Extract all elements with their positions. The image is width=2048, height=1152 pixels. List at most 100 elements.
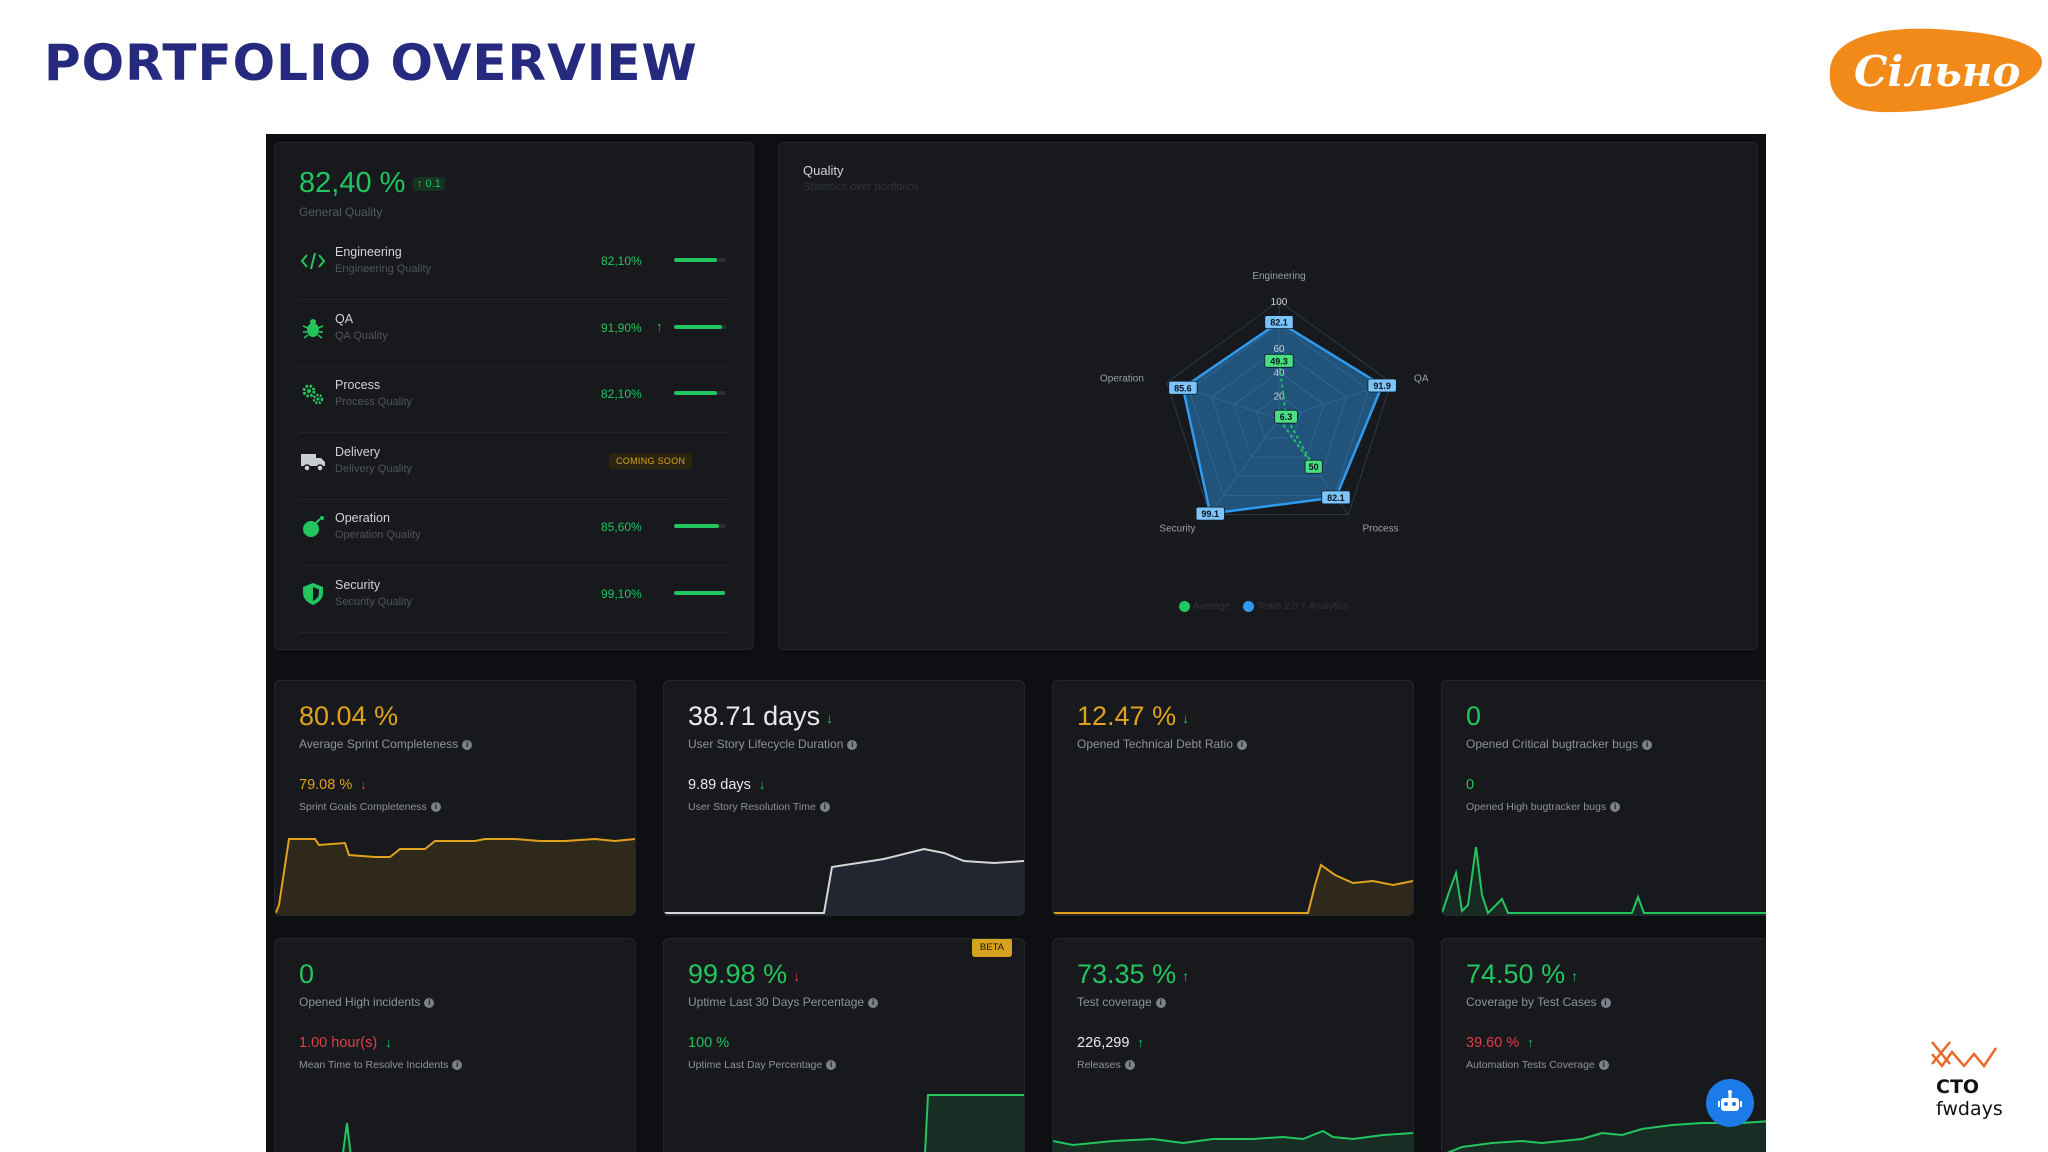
quality-row-subtitle: QA Quality — [335, 329, 388, 342]
radar-title: Quality — [803, 163, 844, 178]
sparkline-area — [275, 839, 635, 915]
metric-value-unit: days — [755, 701, 821, 731]
trend-down-icon: ↓ — [758, 777, 766, 792]
metric-sub-value: 0 — [1466, 777, 1474, 793]
robot-icon — [1718, 1090, 1742, 1111]
metric-sub-label: User Story Resolution Time i — [688, 801, 830, 813]
cto-fwdays-logo — [1931, 1041, 1998, 1069]
trend-up-icon: ↑ — [1137, 1035, 1144, 1050]
slide-title: PORTFOLIO OVERVIEW — [44, 34, 698, 92]
quality-progress-bar — [674, 590, 726, 595]
radar-data-label-average: 50 — [1309, 462, 1319, 472]
sparkline-line — [342, 1122, 352, 1152]
radar-tick-label: 60 — [1273, 344, 1285, 355]
info-icon[interactable]: i — [1598, 1060, 1609, 1071]
trend-up-icon: ↑ — [1182, 967, 1190, 984]
metric-card[interactable]: 99.98 % ↓ Uptime Last 30 Days Percentage i 1… — [663, 938, 1025, 1152]
radar-axis-label: QA — [1414, 374, 1429, 385]
info-icon[interactable]: i — [430, 802, 441, 813]
quality-row-qa[interactable]: QA QA Quality 91,90% ↑ — [299, 300, 729, 367]
legend-item-team[interactable]: Team 2.0 + Analytics — [1242, 601, 1349, 612]
metric-label-text: Average Sprint Completeness — [299, 737, 459, 751]
metric-value-number: 99.98 — [688, 959, 756, 989]
chat-bot-button[interactable] — [1706, 1079, 1754, 1127]
sparkline-area — [1053, 865, 1413, 915]
metric-card[interactable]: 73.35 % ↑ Test coverage i 226,299 ↑ Releases i — [1052, 938, 1414, 1152]
metric-card[interactable]: 38.71 days ↓ User Story Lifecycle Duration… — [663, 680, 1025, 916]
trend-up-icon: ↑ — [656, 318, 663, 334]
legend-item-average[interactable]: Average — [1179, 601, 1230, 612]
metric-label: User Story Lifecycle Duration i — [688, 737, 858, 751]
quality-row-subtitle: Security Quality — [335, 595, 413, 608]
metric-sub-value: 100 % — [688, 1035, 729, 1051]
info-icon[interactable]: i — [1236, 739, 1247, 750]
general-quality-label: General Quality — [299, 205, 383, 219]
radar-data-label-team: 82.1 — [1327, 493, 1345, 503]
metric-card[interactable]: 0 Opened High incidents i 1.00 hour(s) ↓ Mean… — [274, 938, 636, 1152]
info-icon[interactable]: i — [424, 997, 435, 1008]
metric-sub-label: Uptime Last Day Percentage i — [688, 1059, 837, 1071]
metric-sub-value-text: 100 % — [688, 1035, 730, 1051]
quality-progress-fill — [674, 391, 717, 395]
quality-row-delivery[interactable]: Delivery Delivery Quality COMING SOON — [299, 433, 729, 500]
trend-up-icon: ↑ — [1571, 967, 1579, 984]
trend-up-icon: ↑ — [1527, 1035, 1534, 1050]
info-icon[interactable]: i — [1600, 997, 1611, 1008]
info-icon[interactable]: i — [1642, 739, 1653, 750]
radar-data-label-average: 6.3 — [1280, 412, 1293, 422]
metric-value: 99.98 % ↓ — [688, 959, 800, 990]
radar-data-label-average-bg — [1274, 409, 1298, 424]
radar-data-label-team: 91.9 — [1373, 381, 1391, 391]
sparkline-area — [1053, 1131, 1413, 1152]
metric-sub-value-text: 39.60 % — [1466, 1035, 1520, 1051]
info-icon[interactable]: i — [847, 739, 858, 750]
metric-label-text: Coverage by Test Cases — [1466, 995, 1597, 1009]
quality-row-process[interactable]: Process Process Quality 82,10% — [299, 366, 729, 433]
metric-sparkline — [924, 1094, 1024, 1152]
quality-row-operation[interactable]: Operation Operation Quality 85,60% — [299, 499, 729, 566]
metric-card[interactable]: 0 Opened Critical bugtracker bugs i 0 Opened… — [1441, 680, 1766, 916]
quality-row-engineering[interactable]: Engineering Engineering Quality 82,10% — [299, 233, 729, 300]
radar-data-label-team-bg — [1195, 506, 1225, 521]
metric-value: 38.71 days ↓ — [688, 701, 833, 732]
radar-legend: Average Team 2.0 + Analytics — [1179, 601, 1359, 612]
legend-dot-team — [1242, 601, 1254, 612]
quality-progress-fill — [674, 590, 726, 595]
metric-sub-value-text: 226,299 — [1077, 1035, 1130, 1051]
info-icon[interactable]: i — [1124, 1060, 1135, 1071]
metric-card[interactable]: 12.47 % ↓ Opened Technical Debt Ratio i — [1052, 680, 1414, 916]
quality-progress-bar — [674, 324, 726, 329]
info-icon[interactable]: i — [826, 1060, 837, 1071]
quality-row-subtitle: Engineering Quality — [335, 263, 432, 275]
info-icon[interactable]: i — [452, 1060, 463, 1071]
metric-value: 73.35 % ↑ — [1077, 959, 1189, 990]
general-quality-value: 82,40 % — [299, 167, 406, 199]
metric-value-number: 38.71 — [688, 701, 756, 731]
info-icon[interactable]: i — [462, 739, 473, 750]
quality-row-percent: 85,60% — [601, 520, 642, 534]
quality-row-name: Operation — [335, 511, 390, 525]
radar-tick-label: 20 — [1273, 391, 1285, 402]
metric-label: Uptime Last 30 Days Percentage i — [688, 995, 879, 1009]
info-icon[interactable]: i — [1610, 802, 1621, 813]
metric-card[interactable]: 80.04 % Average Sprint Completeness i 79.08… — [274, 680, 636, 916]
quality-row-security[interactable]: Security Security Quality 99,10% — [299, 566, 729, 633]
info-icon[interactable]: i — [868, 997, 879, 1008]
quality-progress-bar — [674, 391, 726, 395]
info-icon[interactable]: i — [819, 802, 830, 813]
radar-axis-label: Process — [1362, 523, 1398, 534]
radar-data-label-team: 82.1 — [1270, 318, 1288, 328]
metric-sub-value: 1.00 hour(s) ↓ — [299, 1035, 392, 1051]
sparkline-line — [664, 847, 1024, 914]
conference-line2: fwdays — [1936, 1098, 2003, 1120]
info-icon[interactable]: i — [1155, 997, 1166, 1008]
metric-value: 0 — [1466, 701, 1481, 732]
metric-sub-value: 39.60 % ↑ — [1466, 1035, 1534, 1051]
quality-row-name: QA — [335, 311, 354, 326]
metric-label: Opened High incidents i — [299, 995, 435, 1009]
radar-data-label-average: 49.3 — [1270, 356, 1288, 366]
radar-chart: 1008060402082.191.982.199.185.649.36.350… — [1100, 271, 1429, 534]
metric-sub-value: 226,299 ↑ — [1077, 1035, 1144, 1051]
radar-tick-label: 40 — [1273, 368, 1285, 379]
metric-sparkline — [275, 837, 635, 915]
